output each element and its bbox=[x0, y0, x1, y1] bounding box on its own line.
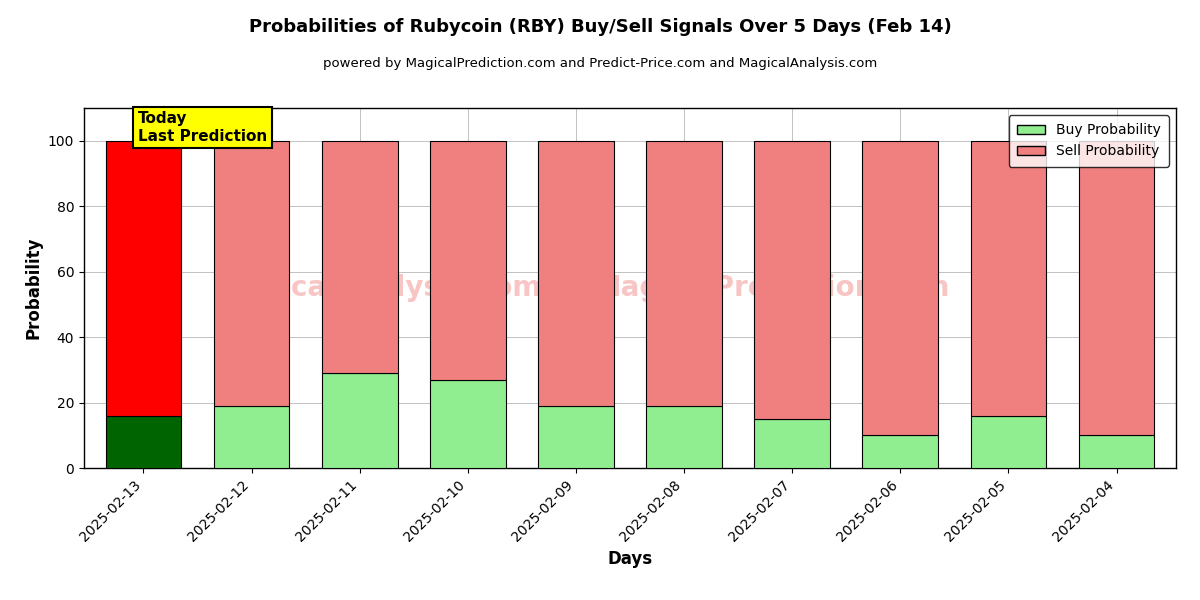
Bar bbox=[647, 406, 722, 468]
Bar bbox=[106, 416, 181, 468]
Bar bbox=[214, 406, 289, 468]
Bar bbox=[647, 141, 722, 406]
Bar bbox=[971, 141, 1046, 416]
Bar bbox=[863, 435, 938, 468]
Bar bbox=[1079, 435, 1154, 468]
Text: MagicalAnalysis.com: MagicalAnalysis.com bbox=[216, 274, 542, 302]
Bar bbox=[106, 141, 181, 416]
Bar bbox=[214, 141, 289, 406]
X-axis label: Days: Days bbox=[607, 550, 653, 568]
Text: powered by MagicalPrediction.com and Predict-Price.com and MagicalAnalysis.com: powered by MagicalPrediction.com and Pre… bbox=[323, 57, 877, 70]
Bar bbox=[755, 141, 830, 419]
Bar bbox=[430, 380, 505, 468]
Bar bbox=[322, 373, 397, 468]
Legend: Buy Probability, Sell Probability: Buy Probability, Sell Probability bbox=[1009, 115, 1169, 167]
Y-axis label: Probability: Probability bbox=[24, 237, 42, 339]
Bar bbox=[971, 416, 1046, 468]
Bar bbox=[863, 141, 938, 435]
Text: Probabilities of Rubycoin (RBY) Buy/Sell Signals Over 5 Days (Feb 14): Probabilities of Rubycoin (RBY) Buy/Sell… bbox=[248, 18, 952, 36]
Bar bbox=[322, 141, 397, 373]
Bar bbox=[430, 141, 505, 380]
Text: MagicalPrediction.com: MagicalPrediction.com bbox=[594, 274, 950, 302]
Text: Today
Last Prediction: Today Last Prediction bbox=[138, 111, 268, 143]
Bar bbox=[538, 406, 613, 468]
Bar bbox=[755, 419, 830, 468]
Bar bbox=[1079, 141, 1154, 435]
Bar bbox=[538, 141, 613, 406]
